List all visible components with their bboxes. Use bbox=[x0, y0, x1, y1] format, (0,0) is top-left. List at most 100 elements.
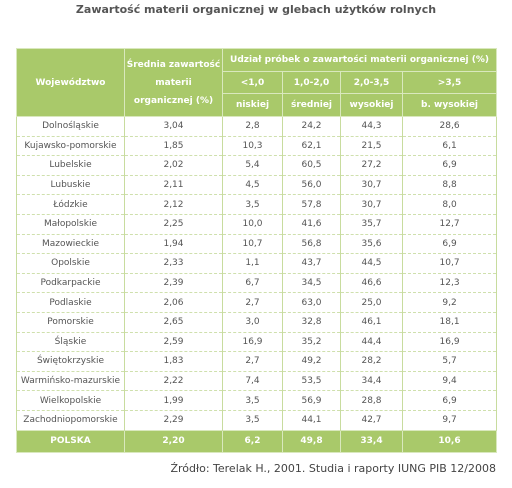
table-cell: Lubelskie bbox=[16, 155, 125, 176]
table-cell: 62,1 bbox=[282, 136, 341, 157]
table-cell: 44,3 bbox=[340, 116, 403, 137]
table-cell: Łódzkie bbox=[16, 194, 125, 215]
table-cell: 10,3 bbox=[222, 136, 283, 157]
table-cell: 49,8 bbox=[282, 429, 341, 453]
table-cell: Podkarpackie bbox=[16, 273, 125, 294]
table-cell: Warmińsko-mazurskie bbox=[16, 371, 125, 392]
table-row: Lubuskie 2,11 4,5 56,0 30,7 8,8 bbox=[16, 175, 498, 196]
table-cell: Podlaskie bbox=[16, 292, 125, 313]
table-cell: 5,7 bbox=[401, 351, 498, 372]
table-cell: 2,7 bbox=[222, 351, 283, 372]
header-cell: wysokiej bbox=[340, 93, 403, 117]
header-row: niskiej średniej wysokiej b. wysokiej bbox=[17, 93, 498, 117]
table-cell: 35,2 bbox=[282, 332, 341, 353]
table-cell: 41,6 bbox=[282, 214, 341, 235]
table-cell: 63,0 bbox=[282, 292, 341, 313]
table-cell: 43,7 bbox=[282, 253, 341, 274]
header-cell: >3,5 bbox=[401, 71, 498, 94]
table-row: Wielkopolskie 1,99 3,5 56,9 28,8 6,9 bbox=[16, 390, 498, 411]
header-cell: średniej bbox=[282, 93, 341, 117]
table-cell: 9,7 bbox=[401, 410, 498, 431]
table-cell: Śląskie bbox=[16, 332, 125, 353]
table-row: Warmińsko-mazurskie 2,22 7,4 53,5 34,4 9,4 bbox=[16, 371, 498, 392]
table-cell: 2,02 bbox=[124, 155, 223, 176]
table-row: Kujawsko-pomorskie 1,85 10,3 62,1 21,5 6,1 bbox=[16, 136, 498, 157]
header-cell: b. wysokiej bbox=[401, 93, 498, 117]
table-cell: 32,8 bbox=[282, 312, 341, 333]
table-cell: 6,9 bbox=[401, 234, 498, 255]
table-cell: Kujawsko-pomorskie bbox=[16, 136, 125, 157]
table-cell: 1,83 bbox=[124, 351, 223, 372]
table-cell: 56,0 bbox=[282, 175, 341, 196]
table-cell: 1,94 bbox=[124, 234, 223, 255]
table-cell: 2,11 bbox=[124, 175, 223, 196]
table-row: Małopolskie 2,25 10,0 41,6 35,7 12,7 bbox=[16, 214, 498, 235]
table-cell: 3,0 bbox=[222, 312, 283, 333]
table-cell: 27,2 bbox=[340, 155, 403, 176]
table-cell: 1,99 bbox=[124, 390, 223, 411]
table-cell: 8,8 bbox=[401, 175, 498, 196]
table-cell: 6,9 bbox=[401, 155, 498, 176]
table-cell: 35,7 bbox=[340, 214, 403, 235]
table-body: Dolnośląskie 3,04 2,8 24,2 44,3 28,6 Kujawsko-… bbox=[16, 116, 498, 453]
table-cell: 2,59 bbox=[124, 332, 223, 353]
table-cell: Świętokrzyskie bbox=[16, 351, 125, 372]
table-cell: Opolskie bbox=[16, 253, 125, 274]
table-row: Pomorskie 2,65 3,0 32,8 46,1 18,1 bbox=[16, 312, 498, 333]
header-cell: Udział próbek o zawartości materii organ… bbox=[221, 48, 498, 72]
table-cell: 1,85 bbox=[124, 136, 223, 157]
table-cell: 3,5 bbox=[222, 410, 283, 431]
table-cell: 28,8 bbox=[340, 390, 403, 411]
table-cell: 30,7 bbox=[340, 194, 403, 215]
table-cell: Pomorskie bbox=[16, 312, 125, 333]
header-cell: 1,0-2,0 bbox=[282, 71, 341, 94]
table-cell: 2,8 bbox=[222, 116, 283, 137]
data-table: Województwo Średnia zawartość materii or… bbox=[16, 48, 498, 453]
table-cell: 7,4 bbox=[222, 371, 283, 392]
table-row: Opolskie 2,33 1,1 43,7 44,5 10,7 bbox=[16, 253, 498, 274]
title: Zawartość materii organicznej w glebach … bbox=[75, 3, 437, 16]
header-cell: 2,0-3,5 bbox=[340, 71, 403, 94]
table-cell: 57,8 bbox=[282, 194, 341, 215]
table-row: Zachodniopomorskie 2,29 3,5 44,1 42,7 9,7 bbox=[16, 410, 498, 431]
table-cell: 2,12 bbox=[124, 194, 223, 215]
table-cell: 6,7 bbox=[222, 273, 283, 294]
table-cell: 2,33 bbox=[124, 253, 223, 274]
table-cell: 12,3 bbox=[401, 273, 498, 294]
table-cell: Dolnośląskie bbox=[16, 116, 125, 137]
header-cell: niskiej bbox=[222, 93, 283, 117]
table-cell: 46,1 bbox=[340, 312, 403, 333]
header-cell: <1,0 bbox=[222, 71, 283, 94]
table-row: Podkarpackie 2,39 6,7 34,5 46,6 12,3 bbox=[16, 273, 498, 294]
table-row: Dolnośląskie 3,04 2,8 24,2 44,3 28,6 bbox=[16, 116, 498, 137]
table-cell: 44,4 bbox=[340, 332, 403, 353]
table-cell: 2,20 bbox=[124, 429, 223, 453]
table-cell: 44,1 bbox=[282, 410, 341, 431]
table-row: Lubelskie 2,02 5,4 60,5 27,2 6,9 bbox=[16, 155, 498, 176]
header-cell: Województwo bbox=[16, 48, 125, 117]
table-cell: 2,25 bbox=[124, 214, 223, 235]
table-cell: 9,4 bbox=[401, 371, 498, 392]
table-cell: 34,4 bbox=[340, 371, 403, 392]
total-row: POLSKA 2,20 6,2 49,8 33,4 10,6 bbox=[16, 429, 498, 453]
table-cell: 4,5 bbox=[222, 175, 283, 196]
table-cell: 44,5 bbox=[340, 253, 403, 274]
table-cell: 28,6 bbox=[401, 116, 498, 137]
table-cell: 21,5 bbox=[340, 136, 403, 157]
table-cell: 35,6 bbox=[340, 234, 403, 255]
table-cell: 9,2 bbox=[401, 292, 498, 313]
table-cell: 2,7 bbox=[222, 292, 283, 313]
table-cell: Małopolskie bbox=[16, 214, 125, 235]
table-cell: 5,4 bbox=[222, 155, 283, 176]
table-row: Śląskie 2,59 16,9 35,2 44,4 16,9 bbox=[16, 332, 498, 353]
table-row: Łódzkie 2,12 3,5 57,8 30,7 8,0 bbox=[16, 194, 498, 215]
table-cell: Mazowieckie bbox=[16, 234, 125, 255]
table-cell: 42,7 bbox=[340, 410, 403, 431]
table-cell: 16,9 bbox=[401, 332, 498, 353]
table-row: Mazowieckie 1,94 10,7 56,8 35,6 6,9 bbox=[16, 234, 498, 255]
header-cell: Średnia zawartość materii organicznej (%… bbox=[124, 48, 223, 117]
table-cell: 2,39 bbox=[124, 273, 223, 294]
table-cell: 12,7 bbox=[401, 214, 498, 235]
table-cell: 30,7 bbox=[340, 175, 403, 196]
